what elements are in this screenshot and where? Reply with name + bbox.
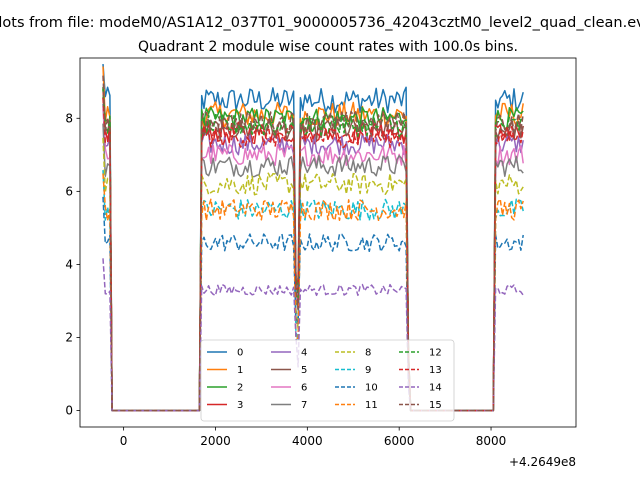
- x-offset-label: +4.2649e8: [509, 455, 576, 469]
- x-tick-label: 2000: [200, 434, 231, 448]
- legend-label-14: 14: [429, 383, 442, 394]
- legend-label-13: 13: [429, 365, 442, 376]
- y-tick-label: 8: [65, 111, 73, 125]
- x-tick-label: 6000: [384, 434, 415, 448]
- legend-label-11: 11: [365, 400, 378, 411]
- legend-label-3: 3: [237, 400, 243, 411]
- legend-label-2: 2: [237, 383, 243, 394]
- legend-label-9: 9: [365, 365, 371, 376]
- x-axis: 0 2000 4000 6000 8000: [120, 427, 507, 448]
- legend-label-10: 10: [365, 383, 378, 394]
- x-tick-label: 8000: [476, 434, 507, 448]
- legend-label-5: 5: [301, 365, 307, 376]
- x-tick-label: 4000: [292, 434, 323, 448]
- legend-label-1: 1: [237, 365, 243, 376]
- y-axis: 0 2 4 6 8: [65, 111, 80, 418]
- y-tick-label: 2: [65, 330, 73, 344]
- legend-label-7: 7: [301, 400, 307, 411]
- legend-label-6: 6: [301, 383, 307, 394]
- y-tick-label: 4: [65, 257, 73, 271]
- legend-label-8: 8: [365, 348, 371, 359]
- y-tick-label: 6: [65, 184, 73, 198]
- x-tick-label: 0: [120, 434, 128, 448]
- legend-label-4: 4: [301, 348, 307, 359]
- series-line-10: [102, 196, 524, 412]
- series-line-15: [102, 75, 524, 412]
- legend-label-0: 0: [237, 348, 243, 359]
- legend-label-15: 15: [429, 400, 442, 411]
- axes-frame: [79, 57, 577, 428]
- chart-title: Quadrant 2 module wise count rates with …: [138, 39, 518, 55]
- y-tick-label: 0: [65, 404, 73, 418]
- legend-box: [200, 339, 455, 422]
- legend-label-12: 12: [429, 348, 442, 359]
- suptitle: Plots from file: modeM0/AS1A12_037T01_90…: [0, 15, 640, 31]
